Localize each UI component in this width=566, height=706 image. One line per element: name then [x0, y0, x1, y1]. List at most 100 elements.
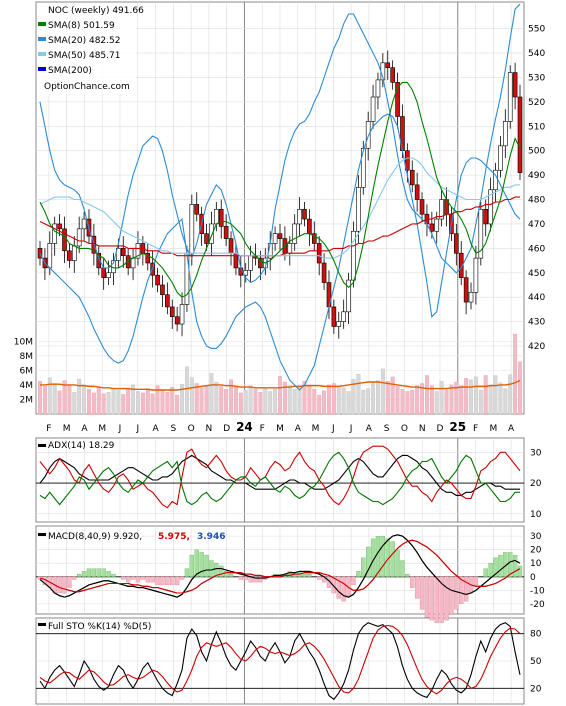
volume-bar [366, 388, 371, 415]
macd-histogram-bar [517, 565, 523, 577]
volume-bar [106, 392, 111, 415]
price-legend: NOC (weekly) 491.66 SMA(8) 501.59 SMA(20… [38, 4, 144, 94]
macd-histogram-bar [380, 535, 386, 577]
candle-body [189, 204, 195, 254]
candle-body [365, 121, 371, 149]
candle-body [351, 230, 356, 281]
candle-body [302, 208, 307, 220]
macd-histogram-bar [434, 576, 439, 623]
candle-body [116, 248, 121, 261]
volume-bar [87, 389, 91, 415]
x-tick-label: S [170, 424, 176, 434]
candle-body [130, 257, 136, 269]
candle-body [321, 262, 327, 283]
macd-histogram-bar [106, 571, 111, 577]
volume-bar [424, 375, 429, 415]
volume-bar [233, 386, 238, 415]
macd-tick-label: 10 [530, 559, 542, 569]
volume-bar [331, 383, 336, 415]
candle-body [360, 147, 366, 188]
adx-adx-line [39, 454, 520, 496]
legend-sma200: SMA(200) [48, 66, 92, 76]
candle-body [96, 252, 102, 269]
macd-histogram-bar [86, 568, 92, 577]
candle-body [135, 243, 141, 259]
volume-bar [165, 392, 170, 415]
macd-histogram-bar [258, 576, 263, 583]
x-tick-label: F [260, 424, 265, 434]
candle-body [419, 199, 425, 215]
macd-histogram-bar [366, 546, 371, 577]
macd-histogram-bar [62, 576, 67, 594]
macd-histogram-bar [126, 576, 131, 583]
x-tick-label: J [331, 424, 335, 434]
volume-bar [189, 377, 194, 415]
candle-body [414, 184, 420, 200]
volume-bar [361, 389, 366, 415]
macd-histogram-bar [449, 576, 454, 615]
volume-bar [503, 388, 508, 415]
macd-histogram-bar [101, 568, 106, 577]
volume-bar [258, 392, 263, 415]
volume-bar [263, 387, 268, 415]
macd-histogram-bar [165, 576, 170, 586]
volume-bar [292, 389, 297, 415]
volume-bar [518, 361, 522, 415]
sto-swatch [38, 623, 46, 626]
macd-tick-label: -20 [530, 600, 545, 610]
macd-histogram-bar [498, 554, 503, 577]
volume-bar [282, 381, 287, 415]
y-tick-label: 440 [528, 293, 545, 303]
macd-histogram-bar [444, 576, 449, 621]
volume-bar [209, 373, 214, 415]
macd-signal-overlay-line [39, 539, 521, 594]
volume-bar [47, 377, 52, 415]
y-tick-label: 510 [528, 122, 545, 132]
x-tick-label: M [98, 424, 106, 434]
x-tick-label: O [188, 424, 195, 434]
legend-swatch-sma20 [38, 37, 46, 41]
macd-histogram-bar [160, 576, 165, 586]
candle-body [292, 223, 297, 244]
volume-bar [473, 376, 478, 415]
volume-bar [508, 374, 513, 415]
volume-bar [180, 384, 184, 415]
macd-histogram-bar [483, 568, 488, 577]
volume-bar [390, 376, 395, 415]
macd-histogram-bar [287, 571, 292, 577]
volume-bar [175, 394, 180, 415]
macd-histogram-bar [194, 549, 199, 577]
candle-body [409, 169, 415, 186]
x-tick-label: M [63, 424, 71, 434]
volume-bar [96, 387, 101, 415]
candle-body [248, 255, 253, 271]
adx-tick-label: 20 [530, 479, 542, 489]
macd-histogram-bar [405, 573, 410, 577]
macd-histogram-bar [414, 576, 420, 599]
macd-histogram-bar [111, 573, 116, 577]
legend-swatch-sma200 [38, 67, 46, 71]
volume-bar [111, 388, 116, 415]
candle-body [405, 150, 410, 171]
x-tick-label: A [295, 424, 302, 434]
macd-histogram-bar [473, 576, 479, 586]
macd-histogram-bar [400, 560, 405, 577]
volume-bar [77, 378, 82, 415]
sto-tick-label: 50 [530, 657, 542, 667]
sto-legend: Full STO %K(14) %D(5) [38, 622, 151, 632]
volume-bar [253, 389, 258, 415]
volume-bar [429, 385, 434, 415]
volume-bar [356, 373, 361, 415]
volume-bar [194, 383, 199, 415]
candle-body [503, 121, 508, 147]
macd-histogram-bar [67, 576, 72, 588]
macd-histogram-bar [199, 552, 204, 577]
candle-body [346, 279, 351, 313]
macd-histogram-bar [317, 576, 322, 580]
volume-bar [395, 386, 400, 415]
volume-bar [278, 376, 282, 415]
volume-bar [268, 391, 273, 415]
candle-body [478, 208, 484, 259]
candle-body [218, 208, 224, 227]
legend-swatch-sma50 [38, 52, 46, 56]
